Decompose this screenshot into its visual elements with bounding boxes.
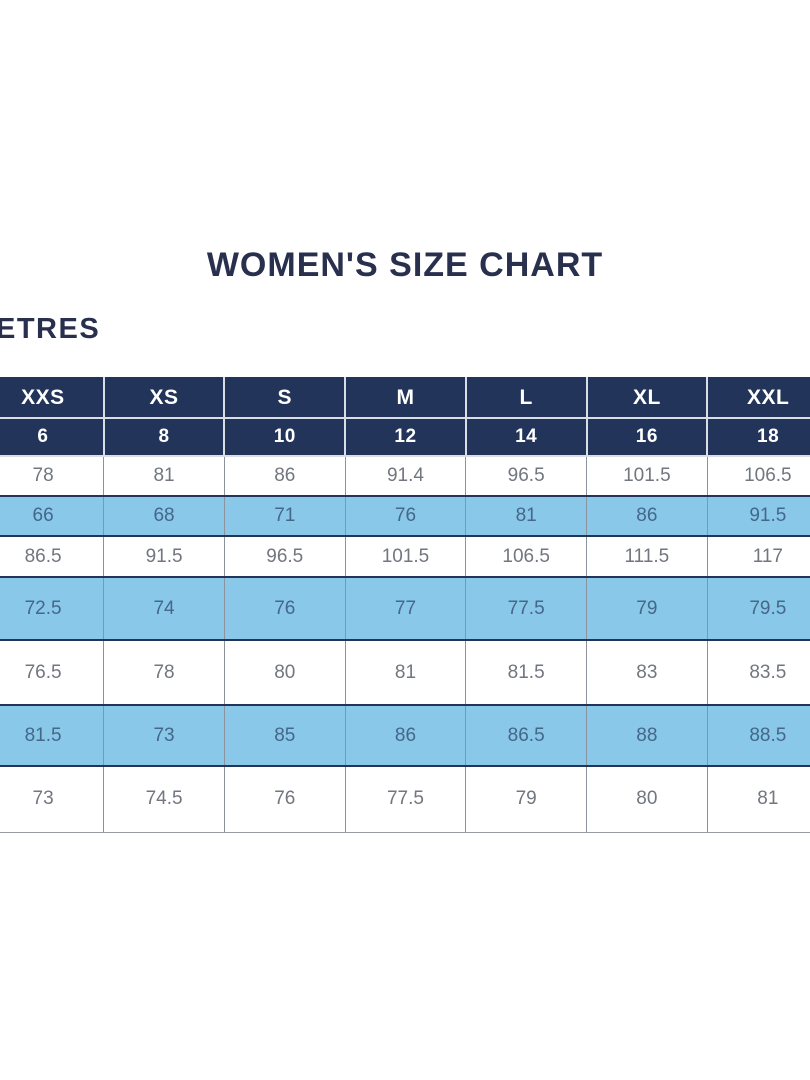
measurement-cell: 78: [103, 639, 225, 705]
measurement-cell: 91.5: [103, 535, 225, 577]
numeric-size-cell: 16: [585, 417, 709, 457]
size-label-cell: XL: [585, 377, 709, 419]
measurement-cell: 86: [586, 495, 708, 536]
measurement-cell: 91.4: [344, 455, 467, 496]
measurement-cell: 106.5: [465, 535, 588, 577]
size-chart-table: XXS XS S M L XL XXL 6 8 10 12 14 16 18 7…: [0, 377, 810, 833]
table-header: XXS XS S M L XL XXL 6 8 10 12 14 16 18: [0, 377, 810, 457]
measurement-cell: 78: [0, 455, 105, 496]
measurement-cell: 80: [223, 639, 346, 705]
measurement-cell: 68: [103, 495, 225, 536]
measurement-row: 72.5 74 76 77 77.5 79 79.5: [0, 576, 810, 640]
measurement-row: 86.5 91.5 96.5 101.5 106.5 111.5 117: [0, 535, 810, 577]
measurement-cell: 76.5: [0, 639, 105, 705]
measurement-cell: 66: [0, 495, 105, 536]
measurement-row: 78 81 86 91.4 96.5 101.5 106.5: [0, 455, 810, 496]
size-label-cell: XS: [102, 377, 226, 419]
unit-label: ETRES: [0, 313, 101, 345]
size-label-row: XXS XS S M L XL XXL: [0, 377, 810, 419]
numeric-size-cell: 8: [102, 417, 226, 457]
page-title: WOMEN'S SIZE CHART: [206, 246, 604, 284]
measurement-cell: 91.5: [706, 495, 810, 536]
measurement-row: 81.5 73 85 86 86.5 88 88.5: [0, 704, 810, 766]
measurement-cell: 101.5: [586, 455, 708, 496]
measurement-cell: 81: [465, 495, 588, 536]
size-label-cell: XXS: [0, 377, 105, 419]
numeric-size-cell: 12: [344, 417, 467, 457]
measurement-cell: 79: [586, 576, 708, 640]
measurement-cell: 77.5: [344, 765, 467, 833]
measurement-cell: 79.5: [706, 576, 810, 640]
measurement-cell: 80: [586, 765, 708, 833]
measurement-cell: 86: [344, 704, 467, 766]
measurement-cell: 117: [706, 535, 810, 577]
numeric-size-row: 6 8 10 12 14 16 18: [0, 417, 810, 457]
measurement-cell: 81: [344, 639, 467, 705]
measurement-cell: 81: [103, 455, 225, 496]
measurement-cell: 101.5: [344, 535, 467, 577]
numeric-size-cell: 18: [706, 417, 810, 457]
measurement-cell: 76: [344, 495, 467, 536]
measurement-cell: 81: [706, 765, 810, 833]
measurement-cell: 85: [223, 704, 346, 766]
measurement-row: 76.5 78 80 81 81.5 83 83.5: [0, 639, 810, 705]
measurement-cell: 77: [344, 576, 467, 640]
size-label-cell: M: [344, 377, 467, 419]
measurement-cell: 74.5: [103, 765, 225, 833]
measurement-cell: 76: [223, 765, 346, 833]
measurement-cell: 71: [223, 495, 346, 536]
measurement-row: 73 74.5 76 77.5 79 80 81: [0, 765, 810, 833]
measurement-cell: 72.5: [0, 576, 105, 640]
size-label-cell: S: [223, 377, 347, 419]
numeric-size-cell: 10: [223, 417, 347, 457]
measurement-cell: 83: [586, 639, 708, 705]
measurement-cell: 73: [0, 765, 105, 833]
measurement-cell: 83.5: [706, 639, 810, 705]
measurement-cell: 88.5: [706, 704, 810, 766]
measurement-cell: 74: [103, 576, 225, 640]
measurement-cell: 79: [465, 765, 588, 833]
size-label-cell: L: [464, 377, 588, 419]
measurement-cell: 111.5: [586, 535, 708, 577]
measurement-cell: 76: [223, 576, 346, 640]
measurement-cell: 81.5: [0, 704, 105, 766]
numeric-size-cell: 6: [0, 417, 105, 457]
measurement-cell: 86.5: [0, 535, 105, 577]
measurement-cell: 106.5: [706, 455, 810, 496]
measurement-cell: 86.5: [465, 704, 588, 766]
measurement-row: 66 68 71 76 81 86 91.5: [0, 495, 810, 536]
measurement-cell: 96.5: [465, 455, 588, 496]
measurement-cell: 73: [103, 704, 225, 766]
measurement-cell: 96.5: [223, 535, 346, 577]
measurement-cell: 81.5: [465, 639, 588, 705]
numeric-size-cell: 14: [464, 417, 588, 457]
measurement-cell: 77.5: [465, 576, 588, 640]
table-body: 78 81 86 91.4 96.5 101.5 106.5 66 68 71 …: [0, 455, 810, 833]
measurement-cell: 86: [223, 455, 346, 496]
measurement-cell: 88: [586, 704, 708, 766]
size-label-cell: XXL: [706, 377, 810, 419]
